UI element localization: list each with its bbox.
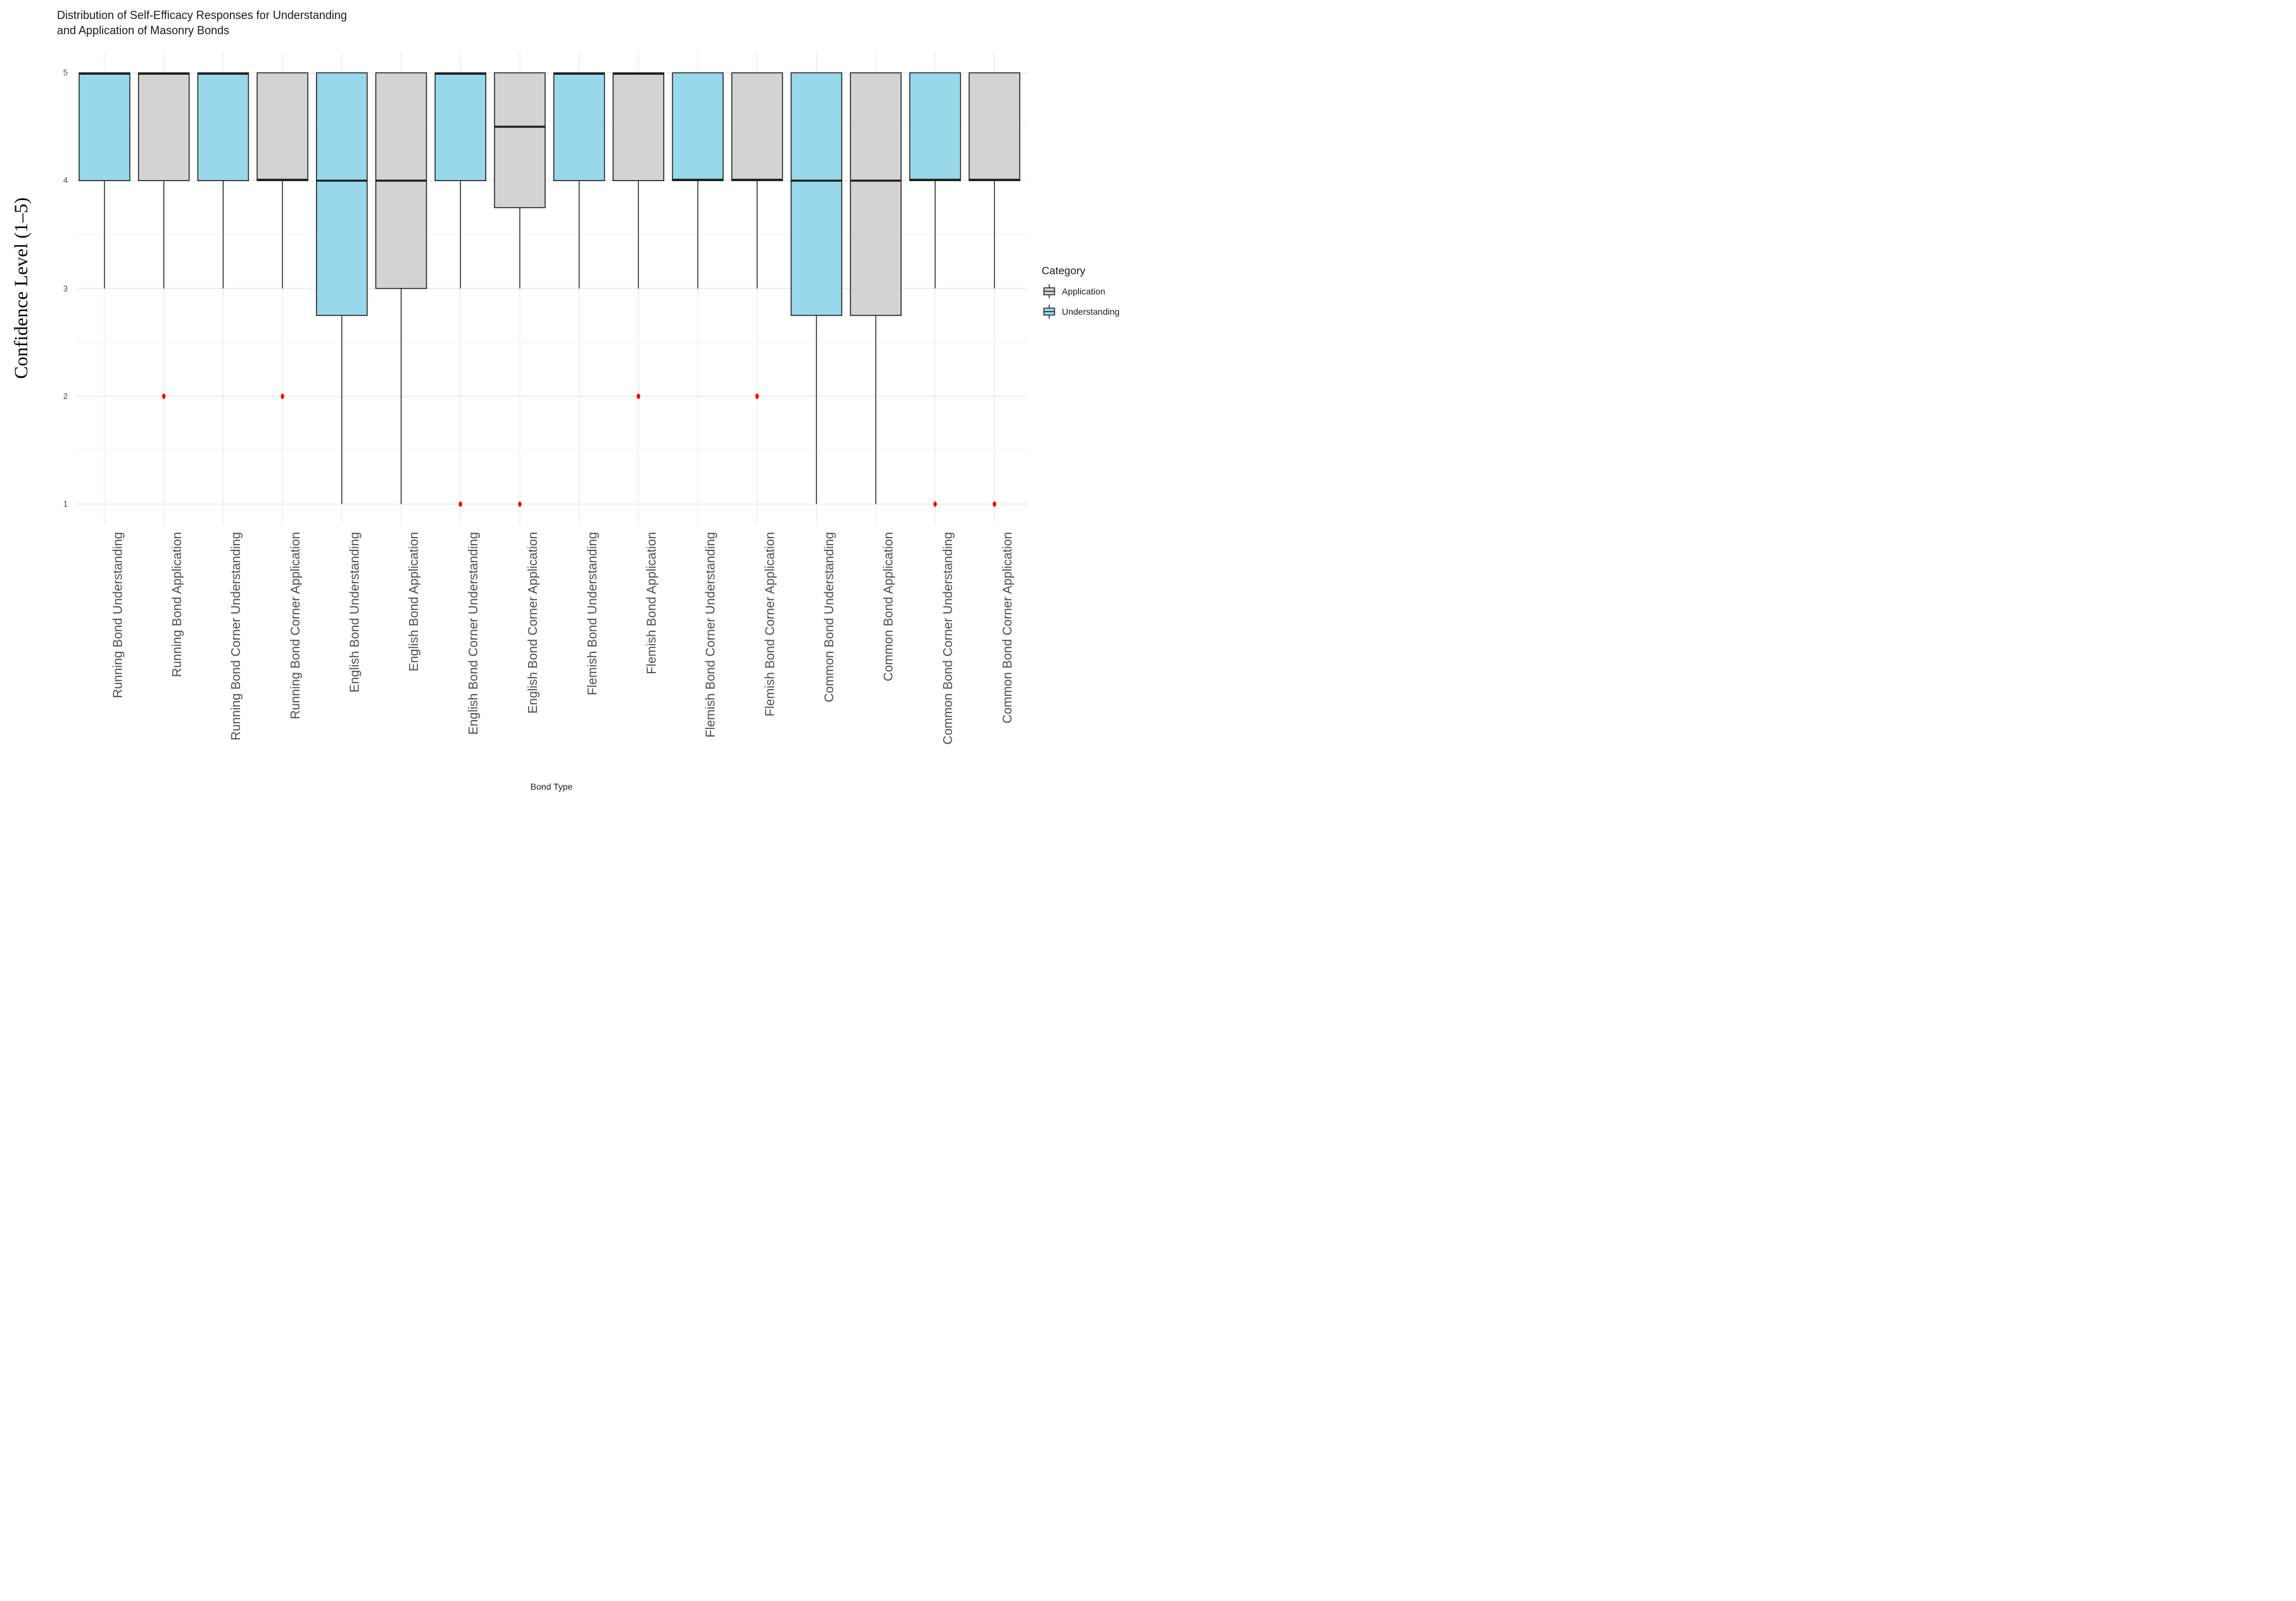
x-axis-tick-label: English Bond Corner Application xyxy=(526,532,540,714)
chart-title-line1: Distribution of Self-Efficacy Responses … xyxy=(57,9,347,22)
outlier-point xyxy=(458,501,462,507)
box-iqr xyxy=(137,72,190,181)
x-axis-tick-label: Flemish Bond Understanding xyxy=(585,532,600,695)
y-axis-tick-label: 3 xyxy=(63,283,68,293)
outlier-point xyxy=(933,501,937,507)
y-axis-tick-label: 1 xyxy=(63,499,68,509)
y-axis-tick-label: 4 xyxy=(63,175,68,186)
x-axis-tick-label: English Bond Understanding xyxy=(348,532,362,693)
legend: Category Application Understanding xyxy=(1042,265,1120,324)
outlier-point xyxy=(518,501,522,507)
outlier-point xyxy=(162,393,166,400)
x-axis-tick-label: Common Bond Understanding xyxy=(823,532,837,703)
outlier-point xyxy=(755,393,759,400)
chart-title: Distribution of Self-Efficacy Responses … xyxy=(57,8,347,38)
x-axis-tick-label: English Bond Application xyxy=(407,532,422,672)
plot-area xyxy=(76,51,1027,526)
box-iqr xyxy=(434,72,486,181)
box-iqr xyxy=(256,72,308,181)
box-iqr xyxy=(612,72,665,181)
x-axis-tick-label: Running Bond Corner Application xyxy=(289,532,303,719)
chart-title-line2: and Application of Masonry Bonds xyxy=(57,24,230,37)
x-axis-tick-label: Flemish Bond Application xyxy=(645,532,659,674)
x-axis-title: Bond Type xyxy=(530,782,573,792)
box-iqr xyxy=(968,72,1021,181)
box-iqr xyxy=(316,72,368,316)
box-iqr xyxy=(850,72,902,316)
boxplot-chart: Distribution of Self-Efficacy Responses … xyxy=(0,0,1148,800)
x-axis-tick-label: Running Bond Application xyxy=(170,532,184,678)
box-iqr xyxy=(79,72,130,181)
y-axis-tick-label: 2 xyxy=(63,391,68,401)
x-axis-tick-label: Common Bond Application xyxy=(882,532,897,681)
outlier-point xyxy=(281,393,284,400)
legend-item-understanding: Understanding xyxy=(1042,304,1120,319)
legend-item-application: Application xyxy=(1042,284,1120,299)
box-iqr xyxy=(790,72,843,316)
box-iqr xyxy=(731,72,783,181)
box-iqr xyxy=(197,72,249,181)
legend-label-application: Application xyxy=(1062,286,1106,296)
x-axis-tick-label: Flemish Bond Corner Application xyxy=(763,532,778,717)
boxplot-glyph-icon xyxy=(1043,284,1056,298)
boxplot-glyph-icon xyxy=(1043,305,1056,319)
y-axis-tick-label: 5 xyxy=(63,68,68,77)
legend-label-understanding: Understanding xyxy=(1062,307,1120,317)
box-iqr xyxy=(909,72,961,181)
legend-title: Category xyxy=(1042,265,1085,277)
outlier-point xyxy=(636,393,640,400)
box-iqr xyxy=(672,72,724,181)
x-axis-tick-label: Flemish Bond Corner Understanding xyxy=(704,532,718,738)
box-iqr xyxy=(553,72,605,181)
outlier-point xyxy=(992,501,997,507)
x-axis-tick-label: English Bond Corner Understanding xyxy=(467,532,481,735)
box-iqr xyxy=(494,72,546,208)
x-axis-tick-label: Common Bond Corner Understanding xyxy=(941,532,956,745)
x-axis-tick-label: Common Bond Corner Application xyxy=(1000,532,1015,724)
x-axis-tick-label: Running Bond Understanding xyxy=(111,532,125,699)
x-axis-tick-label: Running Bond Corner Understanding xyxy=(229,532,244,741)
